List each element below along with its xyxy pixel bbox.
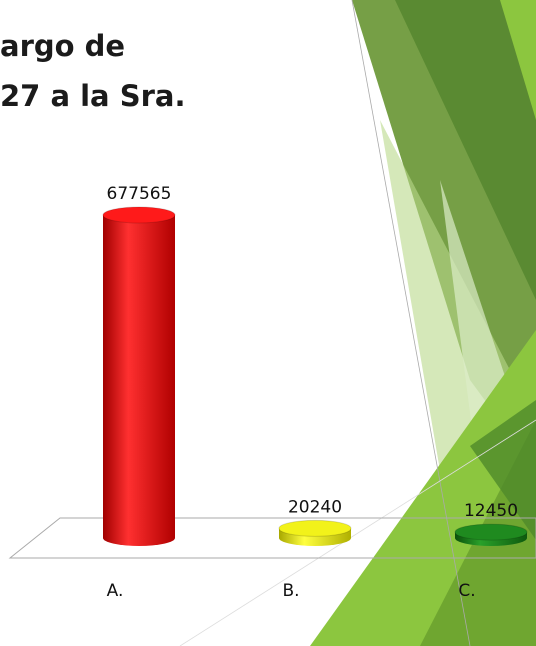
x-tick-label: C. (458, 581, 475, 601)
title-line: argo de (0, 29, 125, 63)
cylinder-top (454, 523, 528, 541)
x-tick-label: B. (282, 581, 299, 601)
cylinder-top (102, 206, 176, 224)
cylinder-top (278, 519, 352, 537)
data-label: 20240 (288, 497, 342, 517)
data-label: 677565 (107, 184, 172, 204)
x-tick-label: A. (107, 581, 124, 601)
title-line: 27 a la Sra. (0, 79, 186, 113)
chart-floor (8, 517, 536, 559)
cylinder-body (103, 215, 175, 546)
background-decoration (179, 0, 536, 646)
data-label: 12450 (464, 501, 518, 521)
